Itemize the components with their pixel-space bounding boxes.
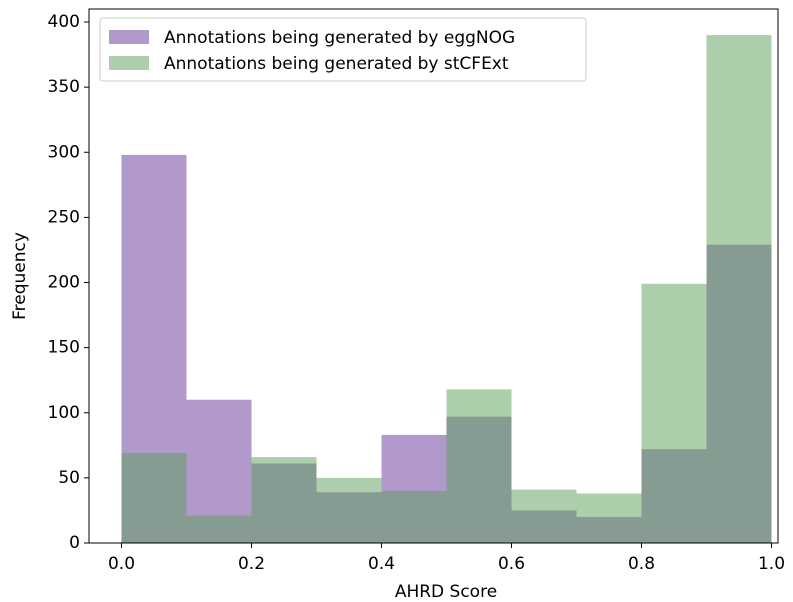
histogram-bar (706, 35, 772, 544)
histogram-bar (446, 389, 512, 543)
y-tick-label: 350 (48, 77, 80, 97)
y-tick-label: 300 (48, 142, 80, 162)
y-tick-label: 150 (48, 338, 80, 358)
legend-swatch (109, 30, 149, 44)
histogram-bar (251, 457, 317, 543)
y-tick-label: 200 (48, 273, 80, 293)
y-tick-label: 400 (48, 12, 80, 32)
x-tick-label: 0.6 (498, 554, 525, 574)
legend-swatch (109, 56, 149, 70)
histogram-bar (186, 515, 252, 543)
x-tick-label: 0.8 (628, 554, 655, 574)
histogram-bar (316, 477, 382, 543)
y-tick-label: 0 (69, 533, 80, 553)
legend-box (99, 17, 587, 82)
legend-label: Annotations being generated by stCFExt (164, 54, 509, 74)
y-tick-label: 50 (58, 468, 80, 488)
histogram-bar (641, 283, 707, 543)
x-axis-label: AHRD Score (395, 582, 497, 602)
histogram-bar (121, 453, 187, 543)
histogram-bar (381, 490, 447, 543)
histogram-bar (511, 489, 577, 543)
histogram-bar (576, 493, 642, 543)
x-tick-label: 0.0 (108, 554, 135, 574)
legend-label: Annotations being generated by eggNOG (164, 28, 515, 48)
y-tick-label: 100 (48, 403, 80, 423)
plot-frame (88, 8, 779, 544)
x-tick-label: 0.4 (368, 554, 395, 574)
y-tick-label: 250 (48, 207, 80, 227)
x-tick-label: 0.2 (238, 554, 265, 574)
x-tick-label: 1.0 (758, 554, 785, 574)
y-axis-label: Frequency (10, 232, 30, 320)
